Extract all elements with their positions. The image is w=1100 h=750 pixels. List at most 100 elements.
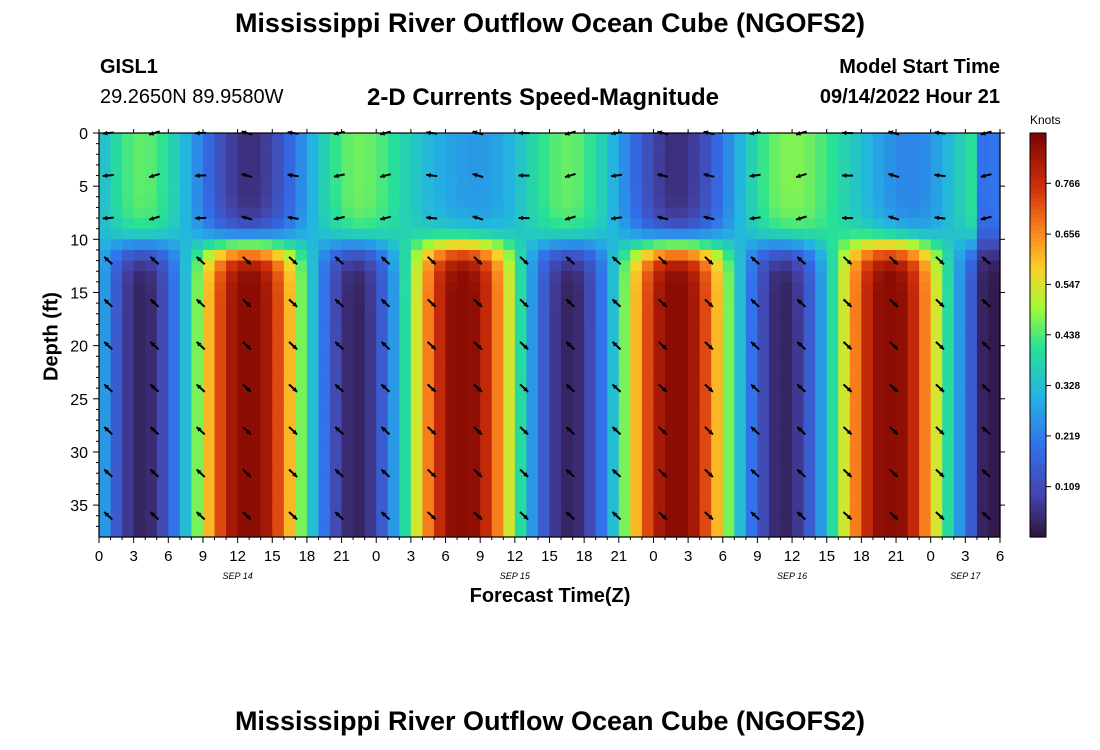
heatmap-cell [584, 377, 597, 389]
heatmap-cell [295, 249, 308, 262]
heatmap-cell [341, 324, 354, 336]
model-start-label: Model Start Time [839, 56, 1000, 78]
heatmap-cell [122, 154, 135, 166]
current-arrow [704, 256, 714, 266]
heatmap-cell [306, 249, 320, 262]
current-arrow [889, 383, 899, 393]
heatmap-cell [537, 356, 551, 368]
heatmap-cell [295, 515, 308, 527]
heatmap-cell [953, 505, 966, 517]
heatmap-cell [283, 143, 296, 155]
heatmap-cell [156, 281, 169, 294]
heatmap-cell [353, 473, 366, 485]
heatmap-cell [179, 345, 193, 357]
heatmap-cell [641, 133, 655, 145]
heatmap-cell [249, 473, 262, 485]
heatmap-cell [953, 239, 966, 251]
heatmap-cell [156, 143, 169, 155]
heatmap-cell [433, 366, 447, 379]
heatmap-cell [410, 281, 424, 294]
heatmap-cell [607, 462, 620, 474]
heatmap-cell [665, 473, 678, 485]
heatmap-cell [745, 462, 759, 474]
colorbar-segment [1030, 411, 1046, 417]
chart-subtitle: 2-D Currents Speed-Magnitude [367, 84, 720, 111]
heatmap-cell [584, 175, 597, 187]
heatmap-cell [433, 345, 447, 357]
heatmap-cell [433, 451, 447, 464]
heatmap-cell [283, 218, 296, 230]
heatmap-cell [965, 409, 978, 421]
heatmap-cell [99, 196, 112, 209]
heatmap-cell [942, 133, 955, 145]
heatmap-cell [561, 420, 574, 432]
heatmap-cell [480, 143, 493, 155]
heatmap-cell [133, 473, 146, 485]
heatmap-cell [653, 239, 666, 251]
heatmap-cell [376, 186, 389, 198]
heatmap-cell [99, 366, 112, 379]
heatmap-cell [896, 462, 909, 474]
heatmap-cell [156, 292, 169, 304]
heatmap-cell [688, 196, 701, 209]
heatmap-cell [491, 462, 504, 474]
heatmap-cell [757, 303, 770, 315]
x-tick-label: 3 [961, 548, 969, 565]
colorbar-segment [1030, 504, 1046, 510]
heatmap-cell [283, 154, 296, 166]
heatmap-cell [202, 207, 216, 219]
heatmap-cell [768, 313, 782, 325]
heatmap-cell [907, 430, 920, 442]
heatmap-cell [537, 154, 551, 166]
heatmap-cell [353, 377, 366, 389]
heatmap-cell [110, 324, 123, 336]
heatmap-cell [318, 239, 331, 251]
current-arrow [334, 256, 344, 266]
heatmap-cell [364, 398, 377, 411]
heatmap-cell [676, 260, 689, 272]
heatmap-cell [584, 186, 597, 198]
heatmap-cell [468, 303, 481, 315]
heatmap-cell [387, 303, 400, 315]
colorbar-segment [1030, 141, 1046, 146]
heatmap-cell [99, 356, 112, 368]
heatmap-cell [584, 409, 597, 421]
heatmap-cell [249, 228, 262, 240]
heatmap-cell [757, 483, 770, 496]
current-arrow [195, 383, 206, 393]
heatmap-cell [942, 313, 955, 325]
current-arrow [473, 468, 483, 478]
x-tick-label: 0 [927, 548, 935, 565]
heatmap-cell [491, 377, 504, 389]
heatmap-cell [792, 249, 805, 262]
heatmap-cell [133, 228, 146, 240]
heatmap-cell [480, 303, 493, 315]
colorbar-segment [1030, 177, 1046, 183]
heatmap-cell [399, 388, 412, 400]
heatmap-cell [907, 398, 920, 411]
heatmap-cell [480, 196, 493, 209]
heatmap-cell [734, 366, 747, 379]
heatmap-cell [295, 366, 308, 379]
heatmap-cell [503, 313, 516, 325]
heatmap-cell [595, 281, 608, 294]
heatmap-cell [549, 526, 562, 538]
heatmap-cell [699, 324, 712, 336]
heatmap-cell [99, 473, 112, 485]
heatmap-cell [815, 377, 828, 389]
heatmap-cell [318, 409, 331, 421]
heatmap-cell [699, 451, 712, 464]
heatmap-cell [133, 462, 146, 474]
x-tick-label: 12 [229, 548, 246, 565]
heatmap-cell [99, 271, 112, 283]
heatmap-cell [503, 271, 516, 283]
heatmap-cell [249, 186, 262, 198]
heatmap-cell [341, 494, 354, 506]
heatmap-cell [491, 228, 504, 240]
heatmap-cell [792, 398, 805, 411]
heatmap-cell [699, 430, 712, 442]
heatmap-cell [838, 451, 851, 464]
heatmap-cell [699, 175, 712, 187]
heatmap-cell [861, 526, 874, 538]
